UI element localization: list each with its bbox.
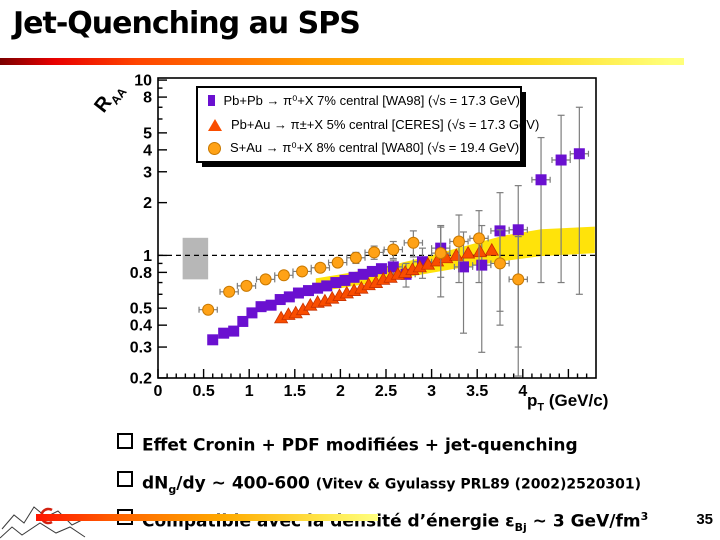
legend-marker-circle-icon xyxy=(208,141,221,155)
svg-text:3.5: 3.5 xyxy=(466,383,488,400)
bullet-text: Effet Cronin + PDF modifiées + jet-quenc… xyxy=(142,435,578,456)
ballot-box-icon xyxy=(117,433,133,449)
legend-item-label: S+Au → π⁰+X 8% central [WA80] (√s = 19.4… xyxy=(230,140,520,156)
legend-item-label: Pb+Pb → π⁰+X 7% central [WA98] (√s = 17.… xyxy=(223,92,521,108)
svg-text:4: 4 xyxy=(143,142,152,159)
svg-text:5: 5 xyxy=(143,125,152,142)
svg-text:0.3: 0.3 xyxy=(130,340,152,357)
page-number: 35 xyxy=(696,511,713,528)
svg-text:0: 0 xyxy=(154,383,163,400)
svg-text:1: 1 xyxy=(143,248,152,265)
svg-text:4: 4 xyxy=(518,383,527,400)
x-axis-label: pT (GeV/c) xyxy=(527,391,609,414)
svg-text:2: 2 xyxy=(336,383,345,400)
legend-item: Pb+Au → π±+X 5% central [CERES] (√s = 17… xyxy=(208,114,539,136)
title-underline-rule xyxy=(0,58,684,65)
bullet-item: Effet Cronin + PDF modifiées + jet-quenc… xyxy=(117,429,697,463)
slide-title: Jet-Quenching au SPS xyxy=(13,6,361,41)
svg-text:8: 8 xyxy=(143,90,152,107)
svg-text:3: 3 xyxy=(427,383,436,400)
svg-text:1.5: 1.5 xyxy=(284,383,306,400)
svg-text:3: 3 xyxy=(143,164,152,181)
svg-text:2: 2 xyxy=(143,195,152,212)
bullet-list: Effet Cronin + PDF modifiées + jet-quenc… xyxy=(117,429,697,540)
svg-text:10: 10 xyxy=(134,73,152,90)
svg-text:2.5: 2.5 xyxy=(375,383,397,400)
legend-marker-square-icon xyxy=(208,95,215,107)
bullet-text: Compatible avec la densité d’énergie εBj… xyxy=(142,510,649,535)
svg-text:0.8: 0.8 xyxy=(130,265,152,282)
legend-item: S+Au → π⁰+X 8% central [WA80] (√s = 19.4… xyxy=(208,137,520,159)
bullet-item: Compatible avec la densité d’énergie εBj… xyxy=(117,505,697,539)
footer-gradient-rule xyxy=(36,514,378,521)
ballot-box-icon xyxy=(117,471,133,488)
svg-text:0.5: 0.5 xyxy=(192,383,214,400)
svg-text:1: 1 xyxy=(245,383,254,400)
bullet-item: dNg/dy ~ 400-600 (Vitev & Gyulassy PRL89… xyxy=(117,467,697,501)
legend-item: Pb+Pb → π⁰+X 7% central [WA98] (√s = 17.… xyxy=(208,90,520,112)
svg-text:0.2: 0.2 xyxy=(130,370,152,387)
legend-marker-triangle-icon xyxy=(208,118,222,131)
svg-text:0.4: 0.4 xyxy=(130,318,152,335)
chart-legend: Pb+Pb → π⁰+X 7% central [WA98] (√s = 17.… xyxy=(196,86,539,163)
svg-text:0.5: 0.5 xyxy=(130,301,152,318)
legend-item-label: Pb+Au → π±+X 5% central [CERES] (√s = 17… xyxy=(231,117,540,132)
bullet-text: dNg/dy ~ 400-600 (Vitev & Gyulassy PRL89… xyxy=(142,473,642,497)
